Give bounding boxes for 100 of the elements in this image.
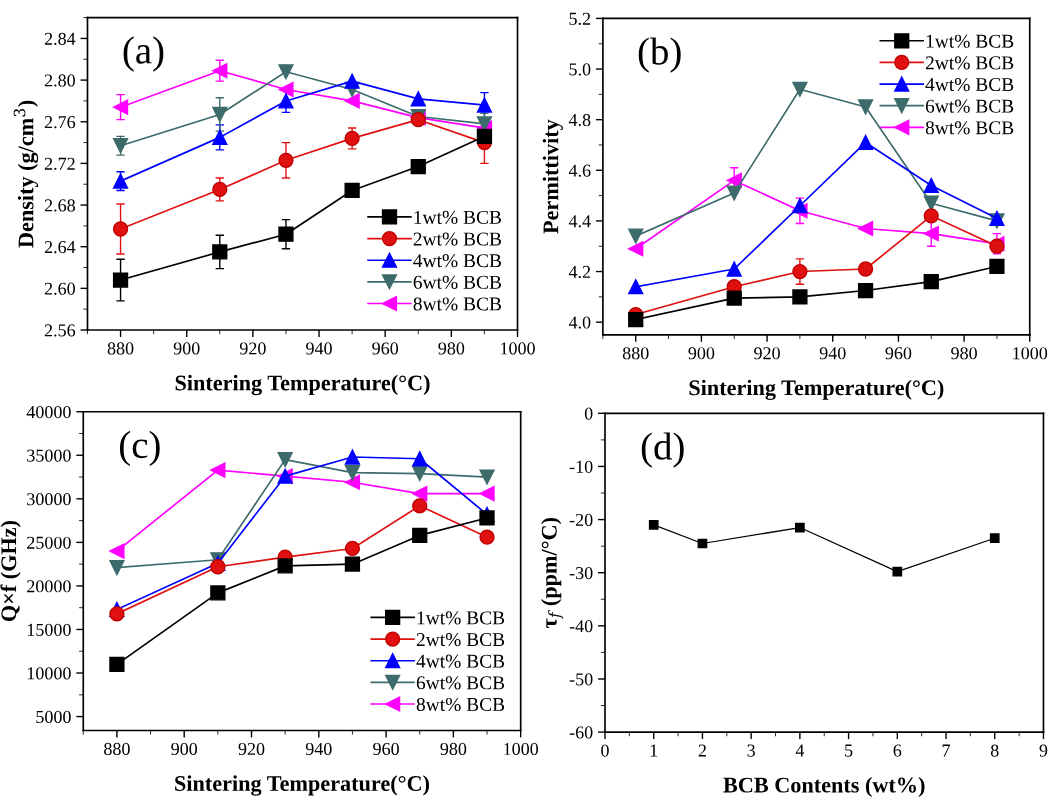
point bbox=[344, 73, 360, 89]
y-tick-label: 2.56 bbox=[44, 324, 76, 337]
point bbox=[109, 543, 125, 559]
x-tick-label: 880 bbox=[104, 742, 130, 756]
point bbox=[476, 128, 493, 144]
x-tick-label: 1000 bbox=[501, 342, 535, 355]
legend-label: 1wt% BCB bbox=[414, 210, 502, 225]
y-tick-label: 25000 bbox=[27, 536, 71, 549]
x-axis-title: Sintering Temperature(°C) bbox=[175, 374, 430, 396]
point bbox=[278, 93, 294, 109]
point bbox=[210, 559, 226, 575]
y-tick-label: 4.2 bbox=[568, 265, 591, 279]
x-tick-label: 900 bbox=[688, 347, 715, 360]
point bbox=[792, 198, 808, 214]
point bbox=[628, 241, 644, 257]
point bbox=[412, 451, 428, 467]
point bbox=[857, 282, 874, 299]
legend-label: 2wt% BCB bbox=[416, 632, 505, 647]
x-tick-label: 7 bbox=[942, 744, 951, 757]
point bbox=[210, 462, 226, 478]
point bbox=[278, 226, 294, 242]
point bbox=[412, 527, 428, 544]
y-tick-label: -40 bbox=[569, 620, 593, 633]
x-tick-label: 9 bbox=[1039, 744, 1048, 757]
legend-label: 8wt% BCB bbox=[413, 297, 502, 311]
legend-label: 4wt% BCB bbox=[416, 654, 505, 668]
point bbox=[278, 64, 294, 80]
annotation: (b) bbox=[638, 37, 681, 73]
x-tick-label: 980 bbox=[438, 342, 465, 355]
point bbox=[212, 181, 228, 198]
x-tick-label: 5 bbox=[845, 744, 853, 757]
x-tick-label: 900 bbox=[173, 342, 200, 355]
x-tick-label: 0 bbox=[601, 744, 609, 757]
x-tick-label: 1 bbox=[650, 744, 658, 757]
legend-label: 2wt% BCB bbox=[413, 232, 502, 246]
y-tick-label: 2.80 bbox=[44, 74, 75, 87]
legend-label: 2wt% BCB bbox=[925, 56, 1014, 70]
point bbox=[795, 522, 805, 533]
point bbox=[344, 540, 361, 557]
point bbox=[726, 290, 742, 306]
point bbox=[726, 261, 742, 277]
point bbox=[989, 533, 1000, 544]
legend-label: 6wt% BCB bbox=[413, 275, 502, 289]
x-tick-label: 880 bbox=[622, 347, 649, 360]
point bbox=[112, 272, 129, 288]
point bbox=[412, 485, 428, 502]
y-tick-label: 10000 bbox=[27, 667, 71, 680]
legend-label: 8wt% BCB bbox=[416, 697, 505, 712]
point bbox=[857, 134, 874, 151]
x-tick-label: 920 bbox=[239, 342, 266, 355]
y-tick-label: 2.68 bbox=[44, 199, 75, 212]
y-tick-label: 40000 bbox=[26, 405, 71, 419]
point bbox=[278, 81, 294, 98]
y-tick-label: -60 bbox=[569, 726, 593, 739]
x-tick-label: 980 bbox=[440, 742, 467, 756]
y-axis-title: τ$_{f}$ (ppm/°C) bbox=[541, 518, 564, 629]
y-tick-label: 2.72 bbox=[44, 157, 75, 170]
point bbox=[412, 498, 428, 514]
annotation: (c) bbox=[119, 430, 160, 467]
point bbox=[277, 451, 293, 468]
point bbox=[857, 99, 874, 115]
point bbox=[857, 220, 874, 237]
point bbox=[479, 510, 495, 526]
x-tick-label: 940 bbox=[306, 342, 332, 355]
point bbox=[892, 566, 903, 577]
y-tick-label: -50 bbox=[569, 673, 593, 686]
x-axis-title: Sintering Temperature(°C) bbox=[689, 379, 944, 400]
y-tick-label: 4.0 bbox=[568, 316, 591, 329]
x-tick-label: 1000 bbox=[504, 742, 539, 756]
legend-label: 6wt% BCB bbox=[925, 99, 1014, 113]
point bbox=[277, 558, 293, 574]
x-tick-label: 940 bbox=[819, 347, 846, 360]
y-tick-label: 15000 bbox=[27, 623, 71, 636]
x-tick-label: 920 bbox=[754, 347, 780, 360]
point bbox=[726, 185, 742, 201]
point bbox=[923, 274, 939, 290]
point bbox=[109, 559, 125, 576]
point bbox=[344, 182, 360, 199]
y-tick-label: 5.0 bbox=[569, 63, 591, 76]
legend-label: 1wt% BCB bbox=[926, 34, 1014, 48]
point bbox=[628, 311, 644, 328]
legend-label: 1wt% BCB bbox=[417, 611, 505, 625]
point bbox=[344, 465, 361, 481]
point bbox=[344, 556, 361, 572]
point bbox=[344, 474, 361, 490]
y-tick-label: 5000 bbox=[36, 710, 71, 724]
point bbox=[212, 129, 228, 146]
point bbox=[989, 258, 1005, 275]
point bbox=[212, 106, 228, 123]
x-tick-label: 3 bbox=[747, 744, 755, 757]
y-tick-label: 0 bbox=[584, 407, 593, 420]
point bbox=[628, 279, 644, 295]
point bbox=[412, 465, 428, 482]
y-tick-label: 5.2 bbox=[569, 12, 591, 25]
point bbox=[476, 97, 493, 113]
point bbox=[792, 81, 808, 97]
legend-label: 6wt% BCB bbox=[416, 676, 505, 690]
point bbox=[109, 606, 125, 622]
point bbox=[923, 225, 939, 242]
y-tick-label: 2.84 bbox=[44, 32, 76, 45]
